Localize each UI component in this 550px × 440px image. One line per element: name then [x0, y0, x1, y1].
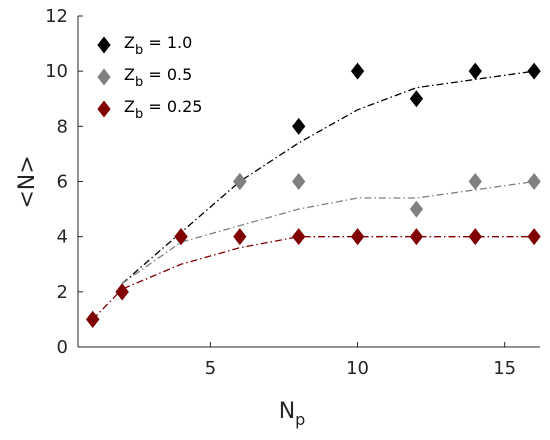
x-tick-label: 15 — [493, 358, 516, 379]
marker-series-1 — [292, 117, 306, 135]
marker-series-3 — [409, 228, 424, 246]
legend-label-series-1: Zb = 1.0 — [124, 33, 192, 58]
legend-marker-series-3 — [97, 100, 111, 118]
marker-series-3 — [115, 283, 129, 301]
marker-series-2 — [292, 173, 306, 190]
y-tick-label: 12 — [45, 6, 68, 27]
marker-series-1 — [350, 62, 365, 80]
fit-line-series-2 — [121, 180, 535, 285]
legend: Zb = 1.0 Zb = 0.5 Zb = 0.25 — [97, 33, 202, 122]
marker-series-3 — [527, 228, 541, 246]
marker-series-3 — [468, 228, 482, 246]
legend-label-series-3: Zb = 0.25 — [124, 97, 202, 122]
y-tick-label: 4 — [57, 227, 68, 248]
marker-series-3 — [86, 310, 100, 328]
x-tick-label: 5 — [205, 358, 216, 379]
marker-series-2 — [409, 200, 424, 218]
y-tick-label: 8 — [57, 116, 68, 137]
legend-marker-series-1 — [97, 36, 111, 54]
marker-series-2 — [527, 173, 541, 190]
y-tick-label: 0 — [57, 337, 68, 358]
y-tick-label: 10 — [45, 61, 68, 82]
tick-labels: 0 2 4 6 8 10 12 5 10 15 — [45, 6, 516, 379]
x-axis-label: Np — [279, 399, 306, 429]
marker-series-2 — [233, 173, 247, 190]
y-tick-label: 6 — [57, 172, 68, 193]
y-tick-label: 2 — [57, 282, 68, 303]
y-axis-label: <N> — [15, 155, 40, 208]
marker-series-2 — [468, 173, 482, 190]
marker-series-3 — [292, 228, 306, 246]
data-markers — [86, 62, 541, 328]
marker-series-1 — [527, 62, 541, 80]
legend-marker-series-2 — [97, 68, 111, 86]
marker-series-1 — [409, 90, 424, 108]
x-tick-label: 10 — [346, 358, 369, 379]
marker-series-1 — [468, 62, 482, 80]
marker-series-3 — [233, 228, 247, 246]
fit-line-series-3 — [92, 236, 535, 320]
marker-series-3 — [174, 228, 188, 246]
legend-label-series-2: Zb = 0.5 — [124, 65, 192, 90]
marker-series-3 — [350, 228, 365, 246]
